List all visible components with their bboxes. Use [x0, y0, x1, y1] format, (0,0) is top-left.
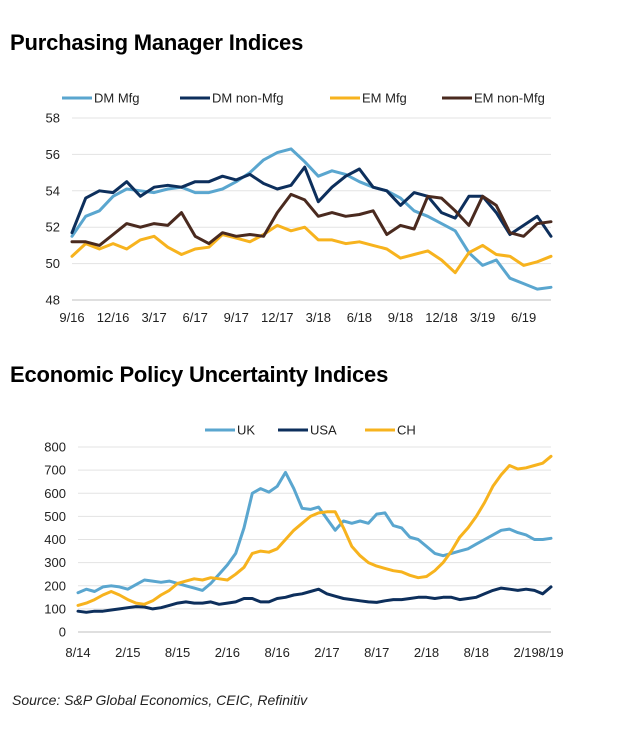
pmi-x-tick-label: 9/17	[224, 310, 249, 325]
epu-series-line-uk	[76, 470, 553, 595]
source-note: Source: S&P Global Economics, CEIC, Refi…	[12, 692, 308, 708]
pmi-legend-label: EM non-Mfg	[474, 91, 545, 106]
epu-y-tick-label: 800	[44, 440, 66, 455]
pmi-x-tick-label: 6/19	[511, 310, 536, 325]
pmi-chart-title: Purchasing Manager Indices	[10, 30, 304, 55]
epu-series-line-usa	[76, 585, 553, 614]
pmi-series-line-dm-non-mfg	[70, 165, 553, 238]
epu-y-tick-label: 600	[44, 486, 66, 501]
epu-y-tick-label: 0	[59, 625, 66, 640]
epu-x-tick-label: 8/15	[165, 645, 190, 660]
epu-chart-title: Economic Policy Uncertainty Indices	[10, 362, 389, 387]
epu-x-tick-label: 2/19	[513, 645, 538, 660]
epu-x-tick-label: 8/16	[265, 645, 290, 660]
epu-x-tick-label: 8/14	[65, 645, 90, 660]
pmi-x-tick-label: 3/19	[470, 310, 495, 325]
pmi-y-tick-label: 56	[46, 147, 60, 162]
epu-x-tick-label: 2/18	[414, 645, 439, 660]
pmi-y-tick-label: 52	[46, 220, 60, 235]
epu-x-tick-label: 8/17	[364, 645, 389, 660]
pmi-x-tick-label: 12/17	[261, 310, 294, 325]
epu-y-tick-label: 100	[44, 601, 66, 616]
epu-x-tick-label: 8/18	[464, 645, 489, 660]
pmi-legend-label: EM Mfg	[362, 91, 407, 106]
pmi-y-tick-label: 58	[46, 111, 60, 126]
epu-y-tick-label: 700	[44, 463, 66, 478]
epu-y-tick-label: 400	[44, 532, 66, 547]
epu-y-tick-label: 200	[44, 578, 66, 593]
pmi-x-tick-label: 6/18	[347, 310, 372, 325]
epu-x-tick-label: 2/15	[115, 645, 140, 660]
pmi-series-line-em-non-mfg	[70, 192, 553, 247]
epu-legend-label: UK	[237, 423, 255, 438]
pmi-x-tick-label: 9/16	[59, 310, 84, 325]
pmi-chart: 48 50 52 54 56 58 9/16 12/16 3/17 6/17 9/17 12/17 3/…	[46, 91, 553, 325]
pmi-legend-label: DM non-Mfg	[212, 91, 284, 106]
epu-legend-label: CH	[397, 423, 416, 438]
epu-x-tick-label: 2/17	[314, 645, 339, 660]
pmi-x-tick-label: 12/16	[97, 310, 130, 325]
pmi-series-line-em-mfg	[70, 223, 553, 275]
pmi-legend-label: DM Mfg	[94, 91, 140, 106]
epu-legend-label: USA	[310, 423, 337, 438]
epu-x-tick-label: 2/16	[215, 645, 240, 660]
pmi-x-tick-label: 9/18	[388, 310, 413, 325]
pmi-series-line-dm-mfg	[70, 147, 553, 291]
epu-x-tick-label: 8/19	[538, 645, 563, 660]
pmi-x-tick-label: 3/17	[141, 310, 166, 325]
epu-series-line-ch	[76, 454, 553, 607]
pmi-x-tick-label: 3/18	[306, 310, 331, 325]
pmi-y-tick-label: 54	[46, 183, 60, 198]
pmi-x-tick-label: 6/17	[183, 310, 208, 325]
pmi-y-tick-label: 50	[46, 256, 60, 271]
pmi-y-tick-label: 48	[46, 293, 60, 308]
pmi-x-tick-label: 12/18	[425, 310, 458, 325]
epu-y-tick-label: 500	[44, 509, 66, 524]
epu-y-tick-label: 300	[44, 555, 66, 570]
